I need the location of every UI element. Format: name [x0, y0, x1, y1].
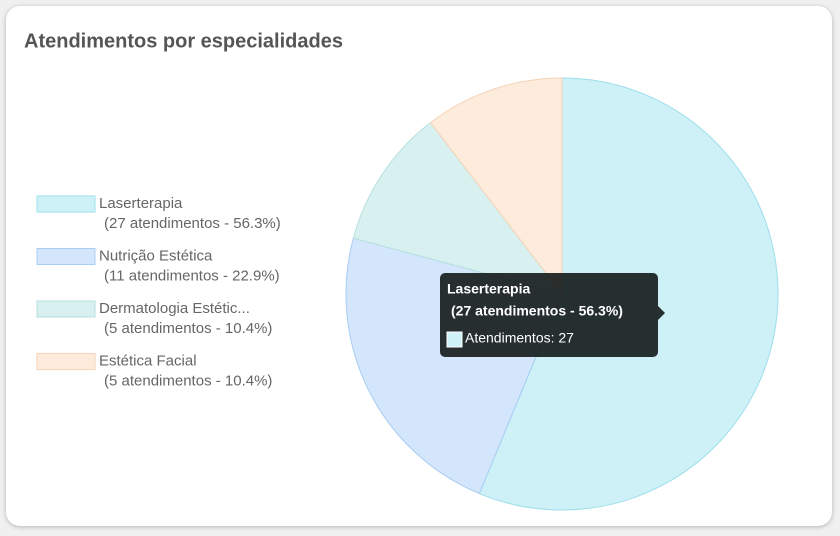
legend-label: Nutrição Estética — [99, 247, 213, 264]
tooltip-subtitle: (27 atendimentos - 56.3%) — [451, 303, 623, 319]
tooltip-box — [440, 273, 658, 357]
legend-value: (11 atendimentos - 22.9%) — [104, 267, 280, 284]
legend-label: Laserterapia — [99, 195, 183, 212]
legend-value: (5 atendimentos - 10.4%) — [104, 320, 272, 337]
tooltip-swatch — [446, 331, 463, 348]
legend-label: Dermatologia Estétic... — [99, 300, 250, 317]
chart-title: Atendimentos por especialidades — [24, 30, 343, 52]
tooltip-arrow — [658, 306, 665, 320]
pie-slice — [352, 121, 564, 295]
pie-slice — [429, 77, 563, 296]
legend-swatch — [36, 248, 96, 265]
tooltip: Laserterapia (27 atendimentos - 56.3%) Ate… — [440, 273, 665, 357]
tooltip-item: Atendimentos: 27 — [465, 330, 574, 346]
legend-swatch — [36, 195, 96, 213]
tooltip-title: Laserterapia — [447, 281, 530, 297]
legend-label: Estética Facial — [99, 352, 197, 369]
legend-value: (27 atendimentos - 56.3%) — [104, 215, 281, 232]
legend-swatch — [36, 300, 96, 318]
legend-value: (5 atendimentos - 10.4%) — [104, 372, 272, 389]
legend-swatch — [36, 353, 96, 370]
